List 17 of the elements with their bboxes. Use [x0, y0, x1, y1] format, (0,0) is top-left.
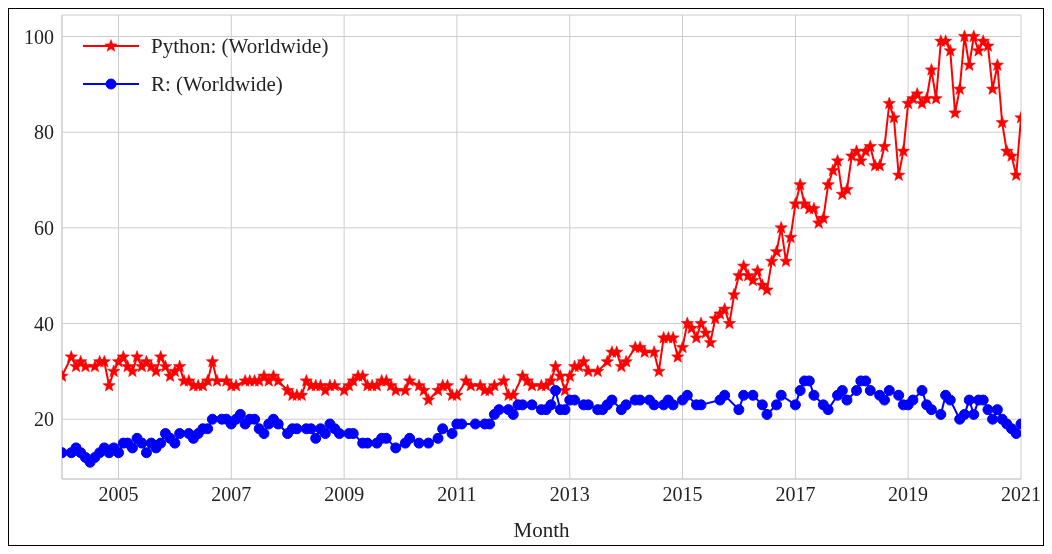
y-tick-label: 20 — [34, 408, 54, 431]
x-tick-label: 2021 — [1001, 483, 1041, 506]
y-tick-label: 100 — [24, 25, 54, 48]
x-tick-label: 2019 — [888, 483, 929, 506]
x-tick-label: 2011 — [437, 483, 477, 506]
x-tick-label: 2013 — [549, 483, 590, 506]
x-tick-label: 2005 — [98, 483, 139, 506]
y-tick-label: 60 — [34, 216, 54, 239]
x-axis-title: Month — [513, 518, 570, 542]
legend-label: R: (Worldwide) — [151, 71, 283, 97]
legend-label: Python: (Worldwide) — [151, 33, 329, 59]
y-tick-label: 80 — [34, 121, 54, 144]
x-tick-label: 2007 — [211, 483, 252, 506]
y-tick-label: 40 — [34, 312, 54, 335]
x-tick-label: 2009 — [324, 483, 365, 506]
x-tick-label: 2017 — [775, 483, 816, 506]
x-tick-label: 2015 — [662, 483, 703, 506]
